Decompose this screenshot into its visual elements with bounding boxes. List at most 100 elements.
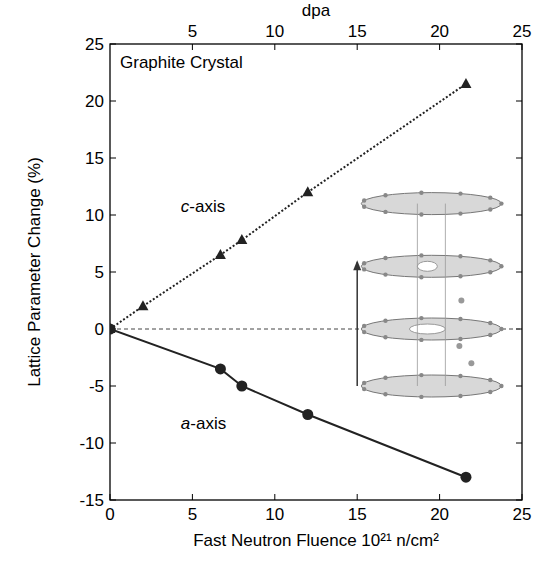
x2-tick [274, 44, 275, 50]
y-tick-right [516, 215, 522, 216]
graphite-atom [362, 261, 366, 265]
x2-tick-label: 10 [265, 22, 284, 41]
graphite-atom [488, 390, 492, 394]
y-tick-right [516, 443, 522, 444]
graphite-vacancy [417, 261, 437, 271]
y-tick [110, 215, 116, 216]
x-tick [357, 494, 358, 500]
graphite-atom [488, 207, 492, 211]
series-label: a-axis [181, 414, 226, 433]
plot-frame [110, 44, 522, 500]
annotation: Graphite Crystal [120, 53, 243, 72]
y-tick-label: 5 [95, 263, 104, 282]
x-tick [274, 494, 275, 500]
y-tick-right [516, 158, 522, 159]
graphite-atom [419, 253, 423, 257]
x2-tick-label: 15 [348, 22, 367, 41]
y-tick [110, 44, 116, 45]
data-point [236, 381, 247, 392]
graphite-guide [445, 204, 446, 386]
x-tick [522, 494, 523, 500]
graphite-atom [419, 316, 423, 320]
data-point [137, 300, 148, 310]
x-tick [110, 494, 111, 500]
graphite-atom [488, 270, 492, 274]
graphite-atom [458, 337, 462, 341]
graphite-atom [488, 258, 492, 262]
series-label: c-axis [181, 197, 225, 216]
graphite-atom [488, 321, 492, 325]
graphite-atom [488, 378, 492, 382]
graphite-guide [417, 204, 418, 386]
x2-tick [439, 44, 440, 50]
graphite-atom [419, 212, 423, 216]
y-tick-right [516, 272, 522, 273]
interstitial-atom [456, 343, 462, 349]
graphite-atom [362, 204, 366, 208]
graphite-atom [362, 324, 366, 328]
plot-area [110, 78, 522, 483]
x-tick [439, 494, 440, 500]
data-point [215, 249, 226, 259]
graphite-atom [419, 275, 423, 279]
graphite-atom [383, 335, 387, 339]
y-tick [110, 158, 116, 159]
y-tick-right [516, 500, 522, 501]
x-axis-title: Fast Neutron Fluence 10²¹ n/cm² [193, 531, 439, 550]
graphite-atom [458, 254, 462, 258]
x2-tick [357, 44, 358, 50]
graphite-atom [383, 272, 387, 276]
graphite-atom [458, 274, 462, 278]
graphite-atom [499, 201, 503, 205]
x-tick [192, 494, 193, 500]
graphite-vacancy [409, 324, 445, 334]
y-tick [110, 386, 116, 387]
graphite-atom [362, 198, 366, 202]
y-axis-title: Lattice Parameter Change (%) [25, 157, 44, 387]
graphite-atom [488, 333, 492, 337]
graphite-atom [458, 394, 462, 398]
chart: 0510152025510152025-15-10-50510152025Fas… [0, 0, 559, 584]
graphite-layer [361, 375, 501, 397]
x-tick-label: 0 [105, 505, 114, 524]
y-tick [110, 101, 116, 102]
data-point [236, 234, 247, 244]
y-tick-label: 0 [95, 320, 104, 339]
graphite-layer [361, 318, 501, 340]
x-tick-label: 10 [265, 505, 284, 524]
data-point [302, 186, 313, 196]
graphite-layer [361, 193, 501, 215]
y-tick-label: -10 [79, 434, 104, 453]
interstitial-atom [468, 360, 474, 366]
data-point [460, 78, 471, 88]
y-tick-label: 20 [85, 92, 104, 111]
x2-tick [522, 44, 523, 50]
y-tick-label: 15 [85, 149, 104, 168]
graphite-atom [362, 267, 366, 271]
y-tick-right [516, 101, 522, 102]
graphite-atom [362, 330, 366, 334]
c-direction-arrowhead [353, 260, 361, 270]
graphite-atom [488, 195, 492, 199]
y-tick-label: -5 [89, 377, 104, 396]
graphite-atom [419, 191, 423, 195]
graphite-layer [361, 255, 501, 277]
y-tick [110, 272, 116, 273]
x2-axis-title: dpa [302, 1, 331, 20]
data-point [110, 324, 116, 335]
graphite-atom [499, 327, 503, 331]
graphite-atom [458, 191, 462, 195]
data-point [460, 472, 471, 483]
graphite-illustration [353, 191, 503, 400]
graphite-atom [362, 381, 366, 385]
data-point [215, 363, 226, 374]
series-line [110, 329, 466, 477]
graphite-atom [383, 375, 387, 379]
y-tick-right [516, 386, 522, 387]
x-tick-label: 15 [348, 505, 367, 524]
graphite-atom [499, 384, 503, 388]
graphite-atom [458, 374, 462, 378]
y-tick [110, 443, 116, 444]
y-tick-label: 10 [85, 206, 104, 225]
graphite-atom [362, 387, 366, 391]
